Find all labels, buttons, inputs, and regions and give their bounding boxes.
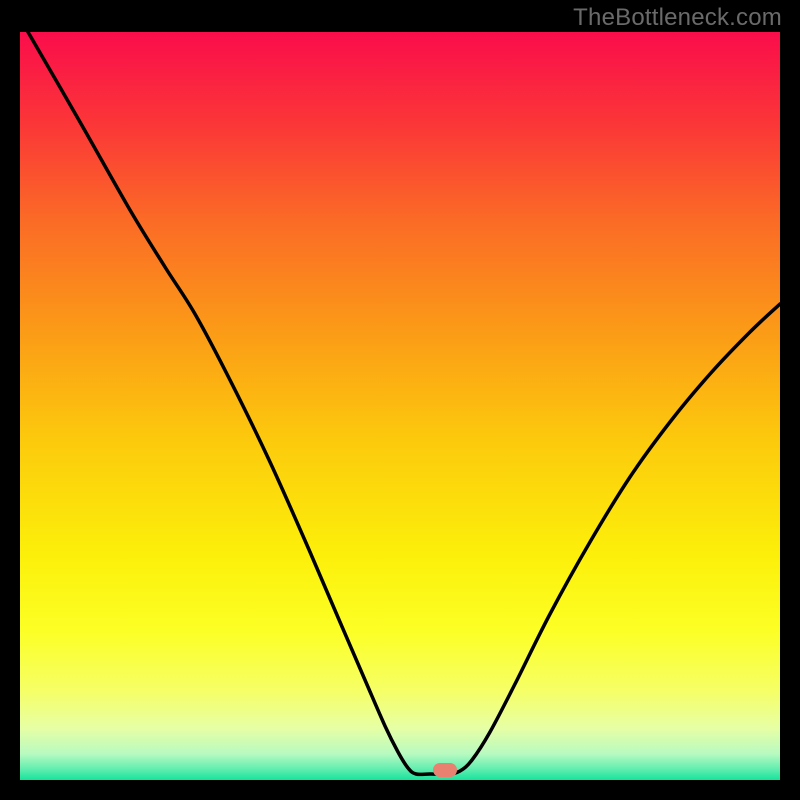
bottleneck-curve <box>20 32 780 780</box>
watermark-text: TheBottleneck.com <box>573 4 782 32</box>
chart-plot-area <box>20 32 780 780</box>
minimum-marker <box>433 763 457 777</box>
